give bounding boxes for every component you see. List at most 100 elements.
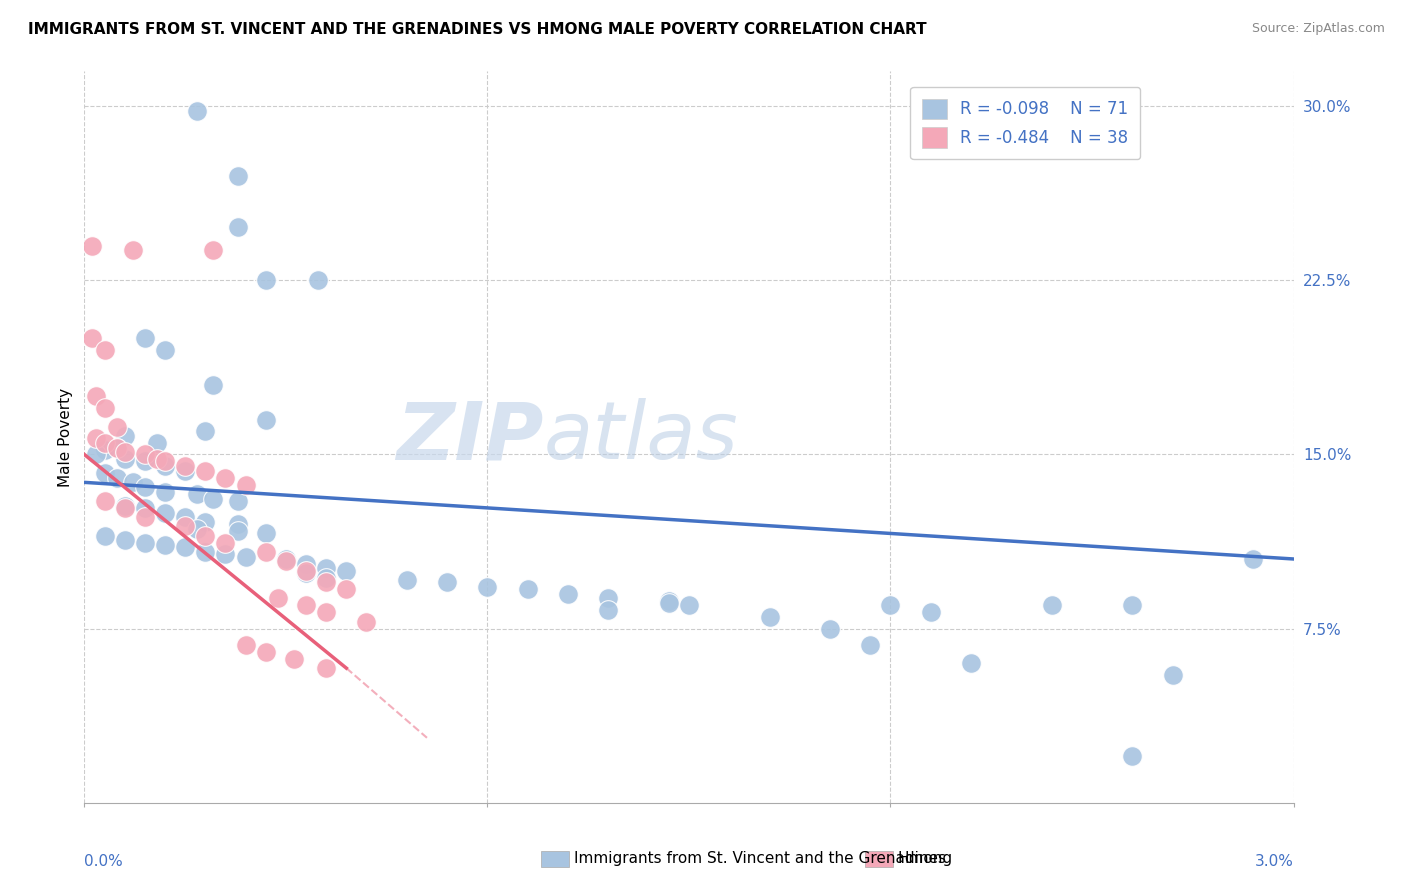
Point bbox=[1121, 599, 1143, 613]
Point bbox=[598, 603, 620, 617]
Point bbox=[86, 448, 108, 462]
Point bbox=[114, 500, 136, 515]
Point bbox=[146, 452, 169, 467]
Point bbox=[818, 622, 841, 636]
Point bbox=[214, 535, 236, 549]
Point bbox=[758, 610, 780, 624]
Point bbox=[93, 466, 115, 480]
Point bbox=[254, 545, 277, 559]
Text: Immigrants from St. Vincent and the Grenadines: Immigrants from St. Vincent and the Gren… bbox=[574, 852, 946, 866]
Point bbox=[315, 575, 337, 590]
Point bbox=[93, 442, 115, 457]
Point bbox=[186, 522, 208, 536]
Point bbox=[174, 459, 197, 474]
Point bbox=[658, 594, 681, 608]
Point bbox=[93, 401, 115, 415]
Point bbox=[134, 535, 156, 549]
Point bbox=[295, 557, 318, 571]
Point bbox=[82, 238, 104, 252]
Point bbox=[283, 652, 305, 666]
Point bbox=[186, 487, 208, 501]
Point bbox=[226, 524, 249, 538]
Point bbox=[226, 169, 249, 183]
Point bbox=[395, 573, 418, 587]
Point bbox=[194, 424, 217, 438]
Point bbox=[93, 436, 115, 450]
Point bbox=[86, 431, 108, 445]
Point bbox=[114, 499, 136, 513]
Point bbox=[114, 533, 136, 548]
Point bbox=[214, 547, 236, 561]
Point bbox=[436, 575, 458, 590]
Point bbox=[186, 103, 208, 118]
Point bbox=[658, 596, 681, 610]
Point bbox=[920, 606, 942, 620]
Text: Source: ZipAtlas.com: Source: ZipAtlas.com bbox=[1251, 22, 1385, 36]
Point bbox=[174, 510, 197, 524]
Point bbox=[235, 638, 257, 652]
Point bbox=[121, 243, 143, 257]
Point bbox=[194, 515, 217, 529]
Point bbox=[274, 552, 297, 566]
Point bbox=[315, 661, 337, 675]
Point bbox=[134, 331, 156, 345]
Point bbox=[134, 510, 156, 524]
Point bbox=[254, 273, 277, 287]
Point bbox=[274, 554, 297, 568]
Point bbox=[295, 564, 318, 578]
Point bbox=[86, 389, 108, 403]
Point bbox=[267, 591, 290, 606]
Point bbox=[202, 243, 225, 257]
Point bbox=[174, 519, 197, 533]
Point bbox=[879, 599, 901, 613]
Point bbox=[295, 566, 318, 580]
Point bbox=[254, 526, 277, 541]
Text: ZIP: ZIP bbox=[396, 398, 544, 476]
Text: 0.0%: 0.0% bbox=[84, 854, 124, 869]
Text: Hmong: Hmong bbox=[897, 852, 952, 866]
Point bbox=[214, 471, 236, 485]
Point bbox=[235, 477, 257, 491]
Point bbox=[202, 377, 225, 392]
Text: atlas: atlas bbox=[544, 398, 738, 476]
Point bbox=[315, 606, 337, 620]
Point bbox=[1161, 668, 1184, 682]
Point bbox=[134, 448, 156, 462]
Point bbox=[678, 599, 700, 613]
Point bbox=[134, 500, 156, 515]
Point bbox=[121, 475, 143, 490]
Point bbox=[194, 545, 217, 559]
Point bbox=[105, 419, 128, 434]
Point bbox=[153, 454, 176, 468]
Point bbox=[134, 454, 156, 468]
Point bbox=[153, 484, 176, 499]
Point bbox=[335, 582, 357, 597]
Point bbox=[82, 331, 104, 345]
Point bbox=[254, 645, 277, 659]
Point bbox=[174, 464, 197, 478]
Point bbox=[194, 529, 217, 543]
Point bbox=[226, 494, 249, 508]
Text: 3.0%: 3.0% bbox=[1254, 854, 1294, 869]
Point bbox=[114, 445, 136, 459]
Point bbox=[477, 580, 499, 594]
Point bbox=[93, 343, 115, 357]
Point bbox=[134, 480, 156, 494]
Y-axis label: Male Poverty: Male Poverty bbox=[58, 387, 73, 487]
Point bbox=[93, 529, 115, 543]
Point bbox=[356, 615, 378, 629]
Point bbox=[174, 541, 197, 555]
Point bbox=[202, 491, 225, 506]
Point bbox=[859, 638, 882, 652]
Point bbox=[153, 538, 176, 552]
Point bbox=[516, 582, 538, 597]
Text: IMMIGRANTS FROM ST. VINCENT AND THE GRENADINES VS HMONG MALE POVERTY CORRELATION: IMMIGRANTS FROM ST. VINCENT AND THE GREN… bbox=[28, 22, 927, 37]
Legend: R = -0.098    N = 71, R = -0.484    N = 38: R = -0.098 N = 71, R = -0.484 N = 38 bbox=[910, 87, 1140, 160]
Point bbox=[153, 459, 176, 474]
Point bbox=[105, 441, 128, 455]
Point bbox=[295, 599, 318, 613]
Point bbox=[114, 452, 136, 467]
Point bbox=[315, 561, 337, 575]
Point bbox=[1121, 749, 1143, 764]
Point bbox=[105, 441, 128, 455]
